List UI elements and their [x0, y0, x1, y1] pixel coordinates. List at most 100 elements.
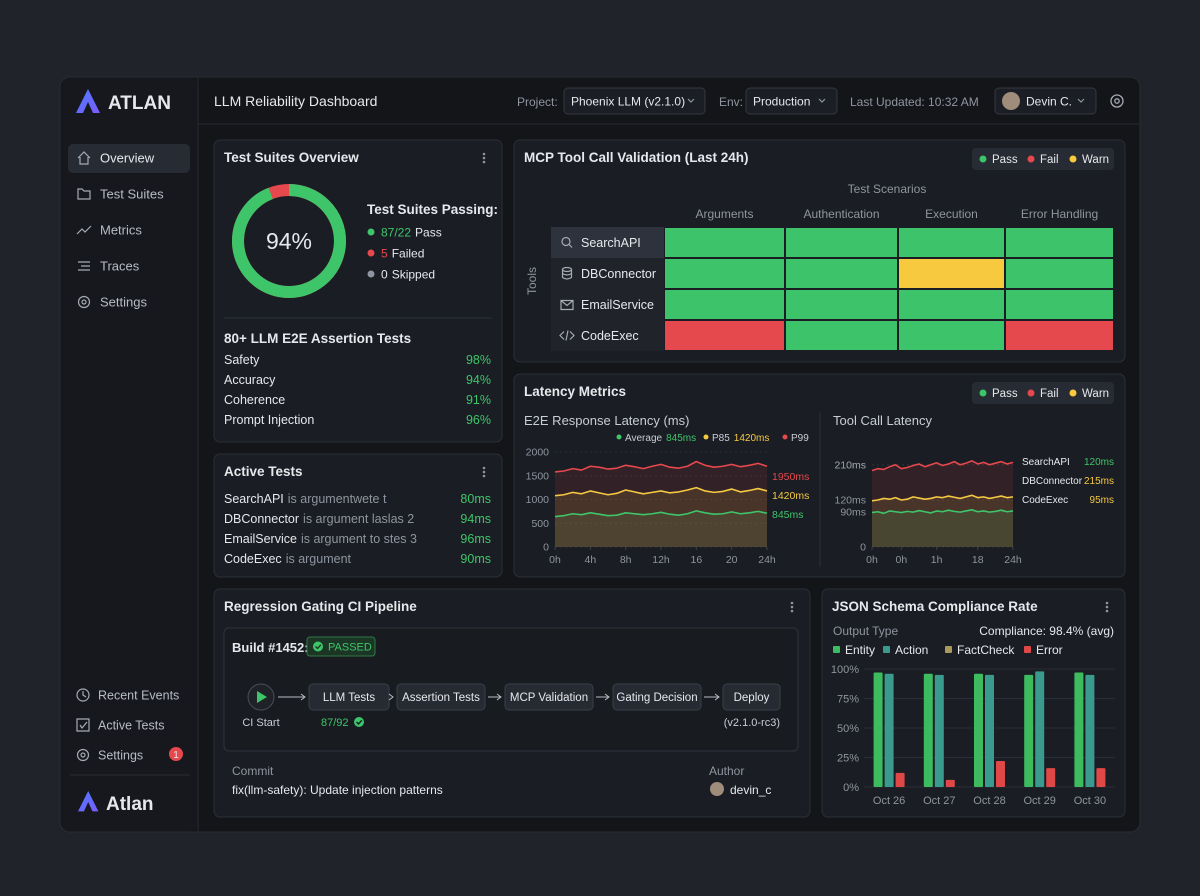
menu-dot[interactable]	[790, 605, 794, 609]
label: Env:	[719, 95, 743, 109]
menu-dot[interactable]	[482, 470, 486, 474]
label-part: CodeExec	[224, 552, 282, 566]
test-time: 94ms	[460, 512, 491, 526]
icon	[82, 691, 87, 698]
settings-icon[interactable]	[1110, 94, 1124, 108]
legend-item: 5 Failed	[381, 247, 424, 261]
avatar	[1002, 92, 1020, 110]
menu-dot[interactable]	[482, 474, 486, 478]
legend-label: Entity	[845, 643, 875, 657]
icon	[76, 688, 90, 702]
chevron	[687, 98, 695, 103]
heatmap-cell	[1006, 228, 1113, 257]
panel-title: JSON Schema Compliance Rate	[832, 599, 1038, 614]
end-label: 1950ms	[772, 471, 809, 483]
check-mark	[315, 644, 322, 650]
menu-dot[interactable]	[1105, 609, 1109, 613]
label: (v2.1.0-rc3)	[724, 717, 780, 729]
icon	[77, 295, 91, 309]
area	[872, 509, 1013, 547]
nav-item[interactable]: Overview	[100, 151, 155, 166]
label-part: P99	[791, 433, 809, 444]
row-header: CodeExec	[581, 329, 639, 343]
x-tick-label: 0h	[549, 554, 561, 566]
donut-arc	[232, 184, 346, 298]
legend-dot	[1027, 389, 1035, 397]
assertion-name: Safety	[224, 353, 260, 367]
nav-item[interactable]: Recent Events	[98, 689, 179, 703]
label: Phoenix LLM (v2.1.0)	[571, 95, 685, 109]
area	[555, 461, 767, 547]
x-tick-label: Oct 30	[1074, 795, 1106, 807]
line	[871, 494, 1014, 502]
nav-item[interactable]: Active Tests	[98, 719, 164, 733]
menu-dot[interactable]	[482, 160, 486, 164]
x-tick-label: 8h	[620, 554, 632, 566]
stage	[396, 683, 486, 711]
legend-label: Error	[1036, 643, 1063, 657]
chart-subtitle: Output Type	[833, 624, 898, 638]
active-test: DBConnector is argument laslas 2	[224, 512, 414, 526]
y-tick-label: 0	[543, 542, 549, 554]
dropdown[interactable]	[745, 87, 838, 115]
assertion-rate: 98%	[466, 353, 491, 367]
y-tick-label: 90ms	[840, 506, 866, 518]
menu-dot[interactable]	[790, 609, 794, 613]
line	[554, 510, 768, 518]
label: Project:	[517, 95, 558, 109]
legend-dot	[1027, 155, 1035, 163]
menu-dot[interactable]	[1105, 605, 1109, 609]
user-menu[interactable]	[994, 87, 1097, 115]
bar	[1074, 672, 1084, 787]
bar	[974, 673, 983, 787]
menu-dot[interactable]	[1105, 601, 1109, 605]
nav-item[interactable]: Metrics	[100, 223, 142, 238]
y-tick-label: 210ms	[834, 459, 866, 471]
label: Author	[709, 764, 744, 778]
label-part: DBConnector	[224, 512, 299, 526]
label-part: is argument	[286, 552, 352, 566]
nav-item[interactable]: Settings	[100, 295, 147, 310]
row-icon	[568, 244, 573, 248]
menu-dot[interactable]	[790, 601, 794, 605]
menu-dot[interactable]	[482, 466, 486, 470]
arrow-head	[714, 693, 720, 701]
bar	[945, 779, 955, 787]
nav-item[interactable]: Test Suites	[100, 187, 164, 202]
heatmap-cell	[899, 290, 1004, 319]
panel-title: Test Suites Overview	[224, 150, 359, 165]
settings-icon	[1114, 98, 1120, 104]
panel-title: Active Tests	[224, 464, 303, 479]
legend-dot	[1069, 155, 1077, 163]
line	[554, 460, 768, 473]
legend-dot	[367, 270, 375, 278]
nav-item[interactable]: Traces	[100, 259, 140, 274]
bar	[985, 674, 994, 787]
label: fix(llm-safety): Update injection patter…	[232, 783, 443, 797]
bar	[923, 673, 933, 787]
stage-label: Assertion Tests	[402, 692, 480, 704]
logo-icon	[78, 791, 99, 812]
end-label: 1420ms	[772, 490, 809, 502]
legend-label: Pass	[992, 154, 1018, 166]
dropdown[interactable]	[563, 87, 706, 115]
label: CI Start	[242, 717, 279, 729]
row-icon	[559, 330, 575, 341]
y-tick-label: 500	[531, 518, 549, 530]
test-time: 80ms	[460, 492, 491, 506]
legend-dot	[367, 228, 375, 236]
bar	[1024, 674, 1034, 787]
chevron	[818, 98, 826, 103]
menu-dot[interactable]	[482, 156, 486, 160]
stage	[504, 683, 594, 711]
legend-swatch	[833, 646, 840, 653]
x-tick-label: 18	[972, 554, 984, 566]
icon	[81, 299, 87, 305]
bar	[1096, 768, 1106, 787]
legend-label: DBConnector	[1022, 476, 1083, 487]
x-tick-label: 24h	[758, 554, 776, 566]
panel	[821, 588, 1126, 818]
nav-item[interactable]: Settings	[98, 749, 143, 763]
menu-dot[interactable]	[482, 152, 486, 156]
